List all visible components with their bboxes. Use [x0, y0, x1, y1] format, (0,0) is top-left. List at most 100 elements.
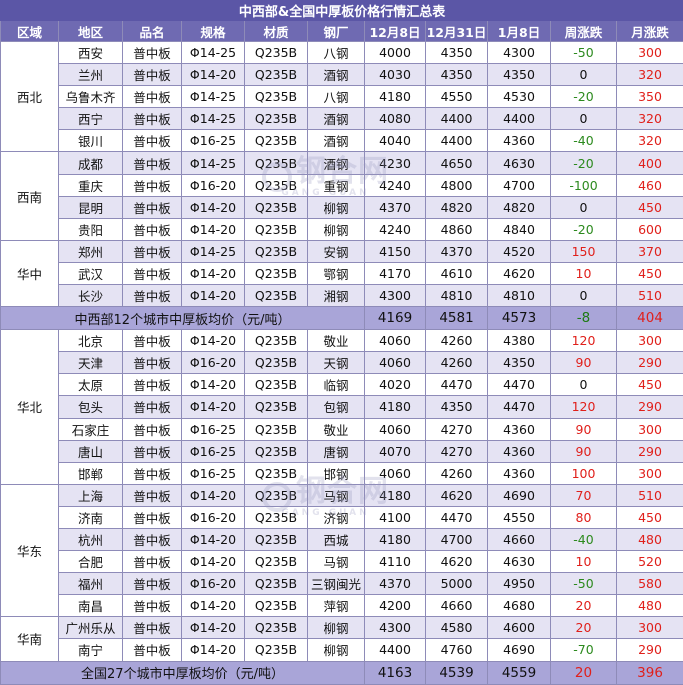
avg-month-change: 404: [617, 307, 683, 330]
price-dec31-cell: 4270: [426, 418, 488, 440]
price-jan8-cell: 4700: [488, 174, 551, 196]
mill-cell: 柳钢: [308, 218, 365, 240]
product-cell: 普中板: [123, 374, 182, 396]
grade-cell: Q235B: [245, 330, 308, 352]
spec-cell: Φ16-25: [182, 462, 245, 484]
avg-dec31: 4539: [426, 661, 488, 684]
city-cell: 长沙: [59, 285, 123, 307]
grade-cell: Q235B: [245, 462, 308, 484]
grade-cell: Q235B: [245, 440, 308, 462]
week-change-cell: -40: [551, 130, 617, 152]
spec-cell: Φ14-25: [182, 42, 245, 64]
product-cell: 普中板: [123, 285, 182, 307]
month-change-cell: 480: [617, 528, 683, 550]
spec-cell: Φ16-25: [182, 440, 245, 462]
month-change-cell: 320: [617, 108, 683, 130]
month-change-cell: 300: [617, 418, 683, 440]
month-change-cell: 290: [617, 352, 683, 374]
grade-cell: Q235B: [245, 352, 308, 374]
grade-cell: Q235B: [245, 374, 308, 396]
mill-cell: 柳钢: [308, 196, 365, 218]
spec-cell: Φ14-20: [182, 64, 245, 86]
month-change-cell: 510: [617, 484, 683, 506]
region-cell: 西北: [1, 42, 59, 152]
column-header: 12月8日: [365, 21, 426, 42]
month-change-cell: 450: [617, 506, 683, 528]
price-dec8-cell: 4060: [365, 330, 426, 352]
table-title: 中西部&全国中厚板价格行情汇总表: [1, 1, 683, 21]
mill-cell: 柳钢: [308, 639, 365, 661]
spec-cell: Φ14-25: [182, 86, 245, 108]
city-cell: 昆明: [59, 196, 123, 218]
spec-cell: Φ16-25: [182, 130, 245, 152]
price-jan8-cell: 4360: [488, 418, 551, 440]
price-dec8-cell: 4370: [365, 196, 426, 218]
week-change-cell: 80: [551, 506, 617, 528]
avg-jan8: 4559: [488, 661, 551, 684]
week-change-cell: 120: [551, 396, 617, 418]
city-cell: 石家庄: [59, 418, 123, 440]
column-header: 月涨跌: [617, 21, 683, 42]
price-dec31-cell: 4650: [426, 152, 488, 174]
mill-cell: 邯钢: [308, 462, 365, 484]
price-dec31-cell: 4400: [426, 108, 488, 130]
price-jan8-cell: 4820: [488, 196, 551, 218]
city-cell: 杭州: [59, 528, 123, 550]
product-cell: 普中板: [123, 108, 182, 130]
month-change-cell: 520: [617, 551, 683, 573]
product-cell: 普中板: [123, 262, 182, 284]
price-dec8-cell: 4180: [365, 528, 426, 550]
avg-label: 全国27个城市中厚板均价（元/吨）: [1, 661, 365, 684]
product-cell: 普中板: [123, 639, 182, 661]
region-cell: 华南: [1, 617, 59, 661]
price-dec31-cell: 4580: [426, 617, 488, 639]
month-change-cell: 290: [617, 396, 683, 418]
week-change-cell: -40: [551, 528, 617, 550]
price-dec8-cell: 4110: [365, 551, 426, 573]
column-header: 地区: [59, 21, 123, 42]
product-cell: 普中板: [123, 528, 182, 550]
price-dec8-cell: 4180: [365, 484, 426, 506]
product-cell: 普中板: [123, 64, 182, 86]
city-cell: 武汉: [59, 262, 123, 284]
price-dec8-cell: 4240: [365, 174, 426, 196]
spec-cell: Φ14-20: [182, 484, 245, 506]
spec-cell: Φ14-20: [182, 330, 245, 352]
spec-cell: Φ16-20: [182, 573, 245, 595]
week-change-cell: -20: [551, 218, 617, 240]
price-dec31-cell: 4260: [426, 330, 488, 352]
price-dec31-cell: 4760: [426, 639, 488, 661]
spec-cell: Φ14-20: [182, 218, 245, 240]
grade-cell: Q235B: [245, 196, 308, 218]
week-change-cell: 150: [551, 240, 617, 262]
price-jan8-cell: 4620: [488, 262, 551, 284]
week-change-cell: -50: [551, 42, 617, 64]
price-dec8-cell: 4000: [365, 42, 426, 64]
column-header: 品名: [123, 21, 182, 42]
week-change-cell: 20: [551, 595, 617, 617]
month-change-cell: 300: [617, 462, 683, 484]
city-cell: 唐山: [59, 440, 123, 462]
product-cell: 普中板: [123, 396, 182, 418]
price-dec31-cell: 4620: [426, 484, 488, 506]
week-change-cell: 10: [551, 551, 617, 573]
price-jan8-cell: 4680: [488, 595, 551, 617]
price-dec8-cell: 4300: [365, 285, 426, 307]
city-cell: 广州乐从: [59, 617, 123, 639]
week-change-cell: 120: [551, 330, 617, 352]
city-cell: 上海: [59, 484, 123, 506]
price-dec8-cell: 4150: [365, 240, 426, 262]
product-cell: 普中板: [123, 484, 182, 506]
grade-cell: Q235B: [245, 595, 308, 617]
month-change-cell: 300: [617, 330, 683, 352]
city-cell: 贵阳: [59, 218, 123, 240]
